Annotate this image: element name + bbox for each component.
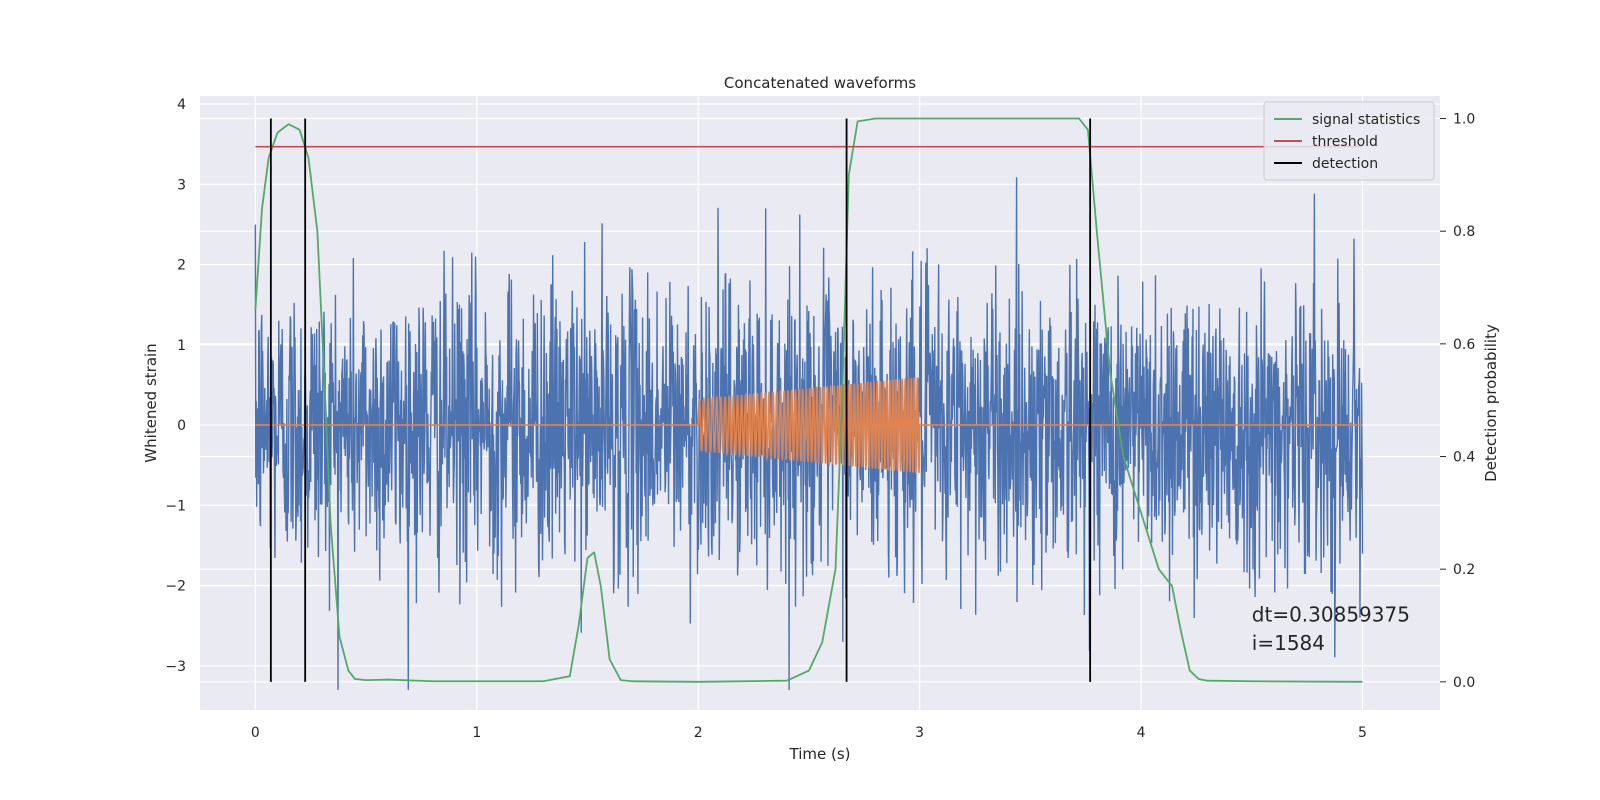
y-right-tick-label: 0.8 <box>1453 224 1475 240</box>
y-right-tick-label: 0.2 <box>1453 562 1475 578</box>
x-tick-label: 3 <box>915 725 924 741</box>
annotation-text: dt=0.30859375 <box>1252 603 1410 627</box>
ticks: 0 1 2 3 4 5 −3 −2 −1 0 1 2 3 4 0.0 0.2 0.4 0.6 0.8 1.0 <box>165 97 1475 741</box>
legend: signal statistics threshold detection <box>1263 101 1435 181</box>
y-tick-label: 2 <box>177 258 186 274</box>
series-injected-signal <box>255 376 1363 474</box>
legend-entry-label: detection <box>1312 156 1378 172</box>
legend-entry-label: threshold <box>1312 134 1378 150</box>
annotation-text: i=1584 <box>1252 631 1325 655</box>
y-tick-label: −1 <box>165 498 186 514</box>
series-layer <box>254 117 1364 690</box>
y-tick-label: 3 <box>177 177 186 193</box>
x-tick-label: 5 <box>1358 725 1367 741</box>
y-tick-label: 4 <box>177 97 186 113</box>
x-tick-label: 4 <box>1137 725 1146 741</box>
y-right-tick-label: 0.6 <box>1453 337 1475 353</box>
y-tick-label: −3 <box>165 659 186 675</box>
chart-title: Concatenated waveforms <box>724 74 916 92</box>
x-axis-label: Time (s) <box>789 745 851 763</box>
y-tick-label: 0 <box>177 418 186 434</box>
y-right-tick-label: 1.0 <box>1453 112 1475 128</box>
y-tick-label: 1 <box>177 338 186 354</box>
y-right-tick-label: 0.4 <box>1453 450 1475 466</box>
x-tick-label: 2 <box>694 725 703 741</box>
legend-box <box>1263 101 1435 181</box>
x-tick-label: 0 <box>251 725 260 741</box>
y-axis-right-label: Detection probability <box>1482 324 1500 482</box>
x-tick-label: 1 <box>472 725 481 741</box>
y-axis-label: Whitened strain <box>142 343 160 462</box>
series-signal-statistics <box>254 117 1363 683</box>
legend-entry-label: signal statistics <box>1312 112 1420 128</box>
y-right-tick-label: 0.0 <box>1453 675 1475 691</box>
annotations: dt=0.30859375 i=1584 <box>1252 603 1410 655</box>
y-tick-label: −2 <box>165 579 186 595</box>
